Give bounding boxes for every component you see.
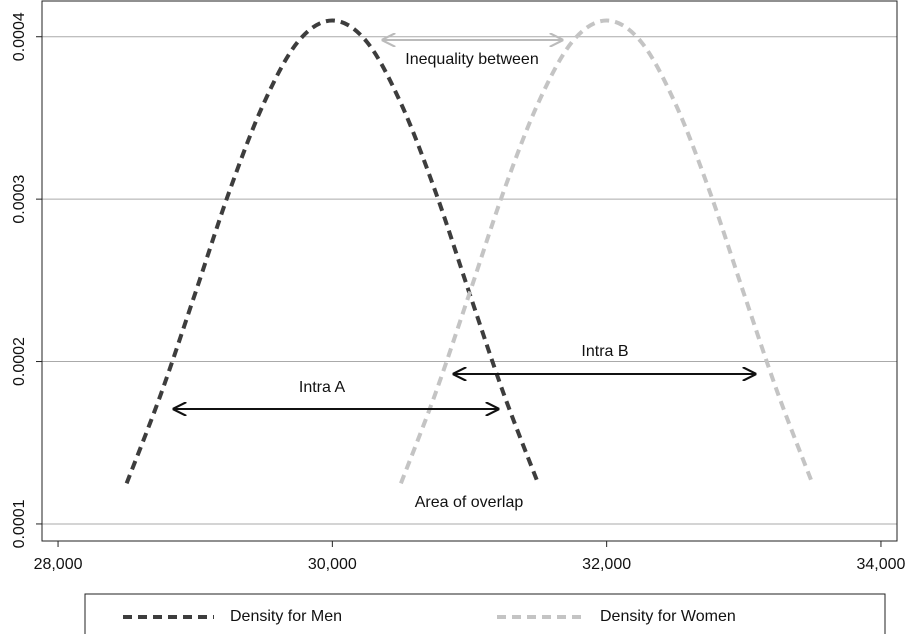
- annotation: Intra A: [299, 379, 346, 396]
- y-tick-label: 0.0004: [11, 12, 28, 61]
- annotation: Intra B: [581, 343, 628, 360]
- plot-frame: [41, 0, 898, 542]
- density-line: [399, 18, 815, 485]
- legend-label: Density for Men: [230, 608, 342, 625]
- legend-frame: [84, 593, 886, 634]
- density-line: [124, 18, 540, 485]
- legend-label: Density for Women: [600, 608, 736, 625]
- x-tick-label: 34,000: [856, 556, 905, 573]
- annotation: Area of overlap: [415, 494, 524, 511]
- legend: Density for Men Density for Women: [84, 593, 886, 634]
- y-tick-label: 0.0002: [11, 337, 28, 386]
- annotation: Inequality between: [405, 51, 538, 68]
- x-tick-label: 28,000: [34, 556, 83, 573]
- x-tick-label: 32,000: [582, 556, 631, 573]
- y-tick-label: 0.0003: [11, 175, 28, 224]
- plot-area: 0.0001 0.0002 0.0003 0.0004 28,000 30,000 32,0…: [11, 12, 905, 573]
- y-tick-label: 0.0001: [11, 499, 28, 548]
- x-tick-label: 30,000: [308, 556, 357, 573]
